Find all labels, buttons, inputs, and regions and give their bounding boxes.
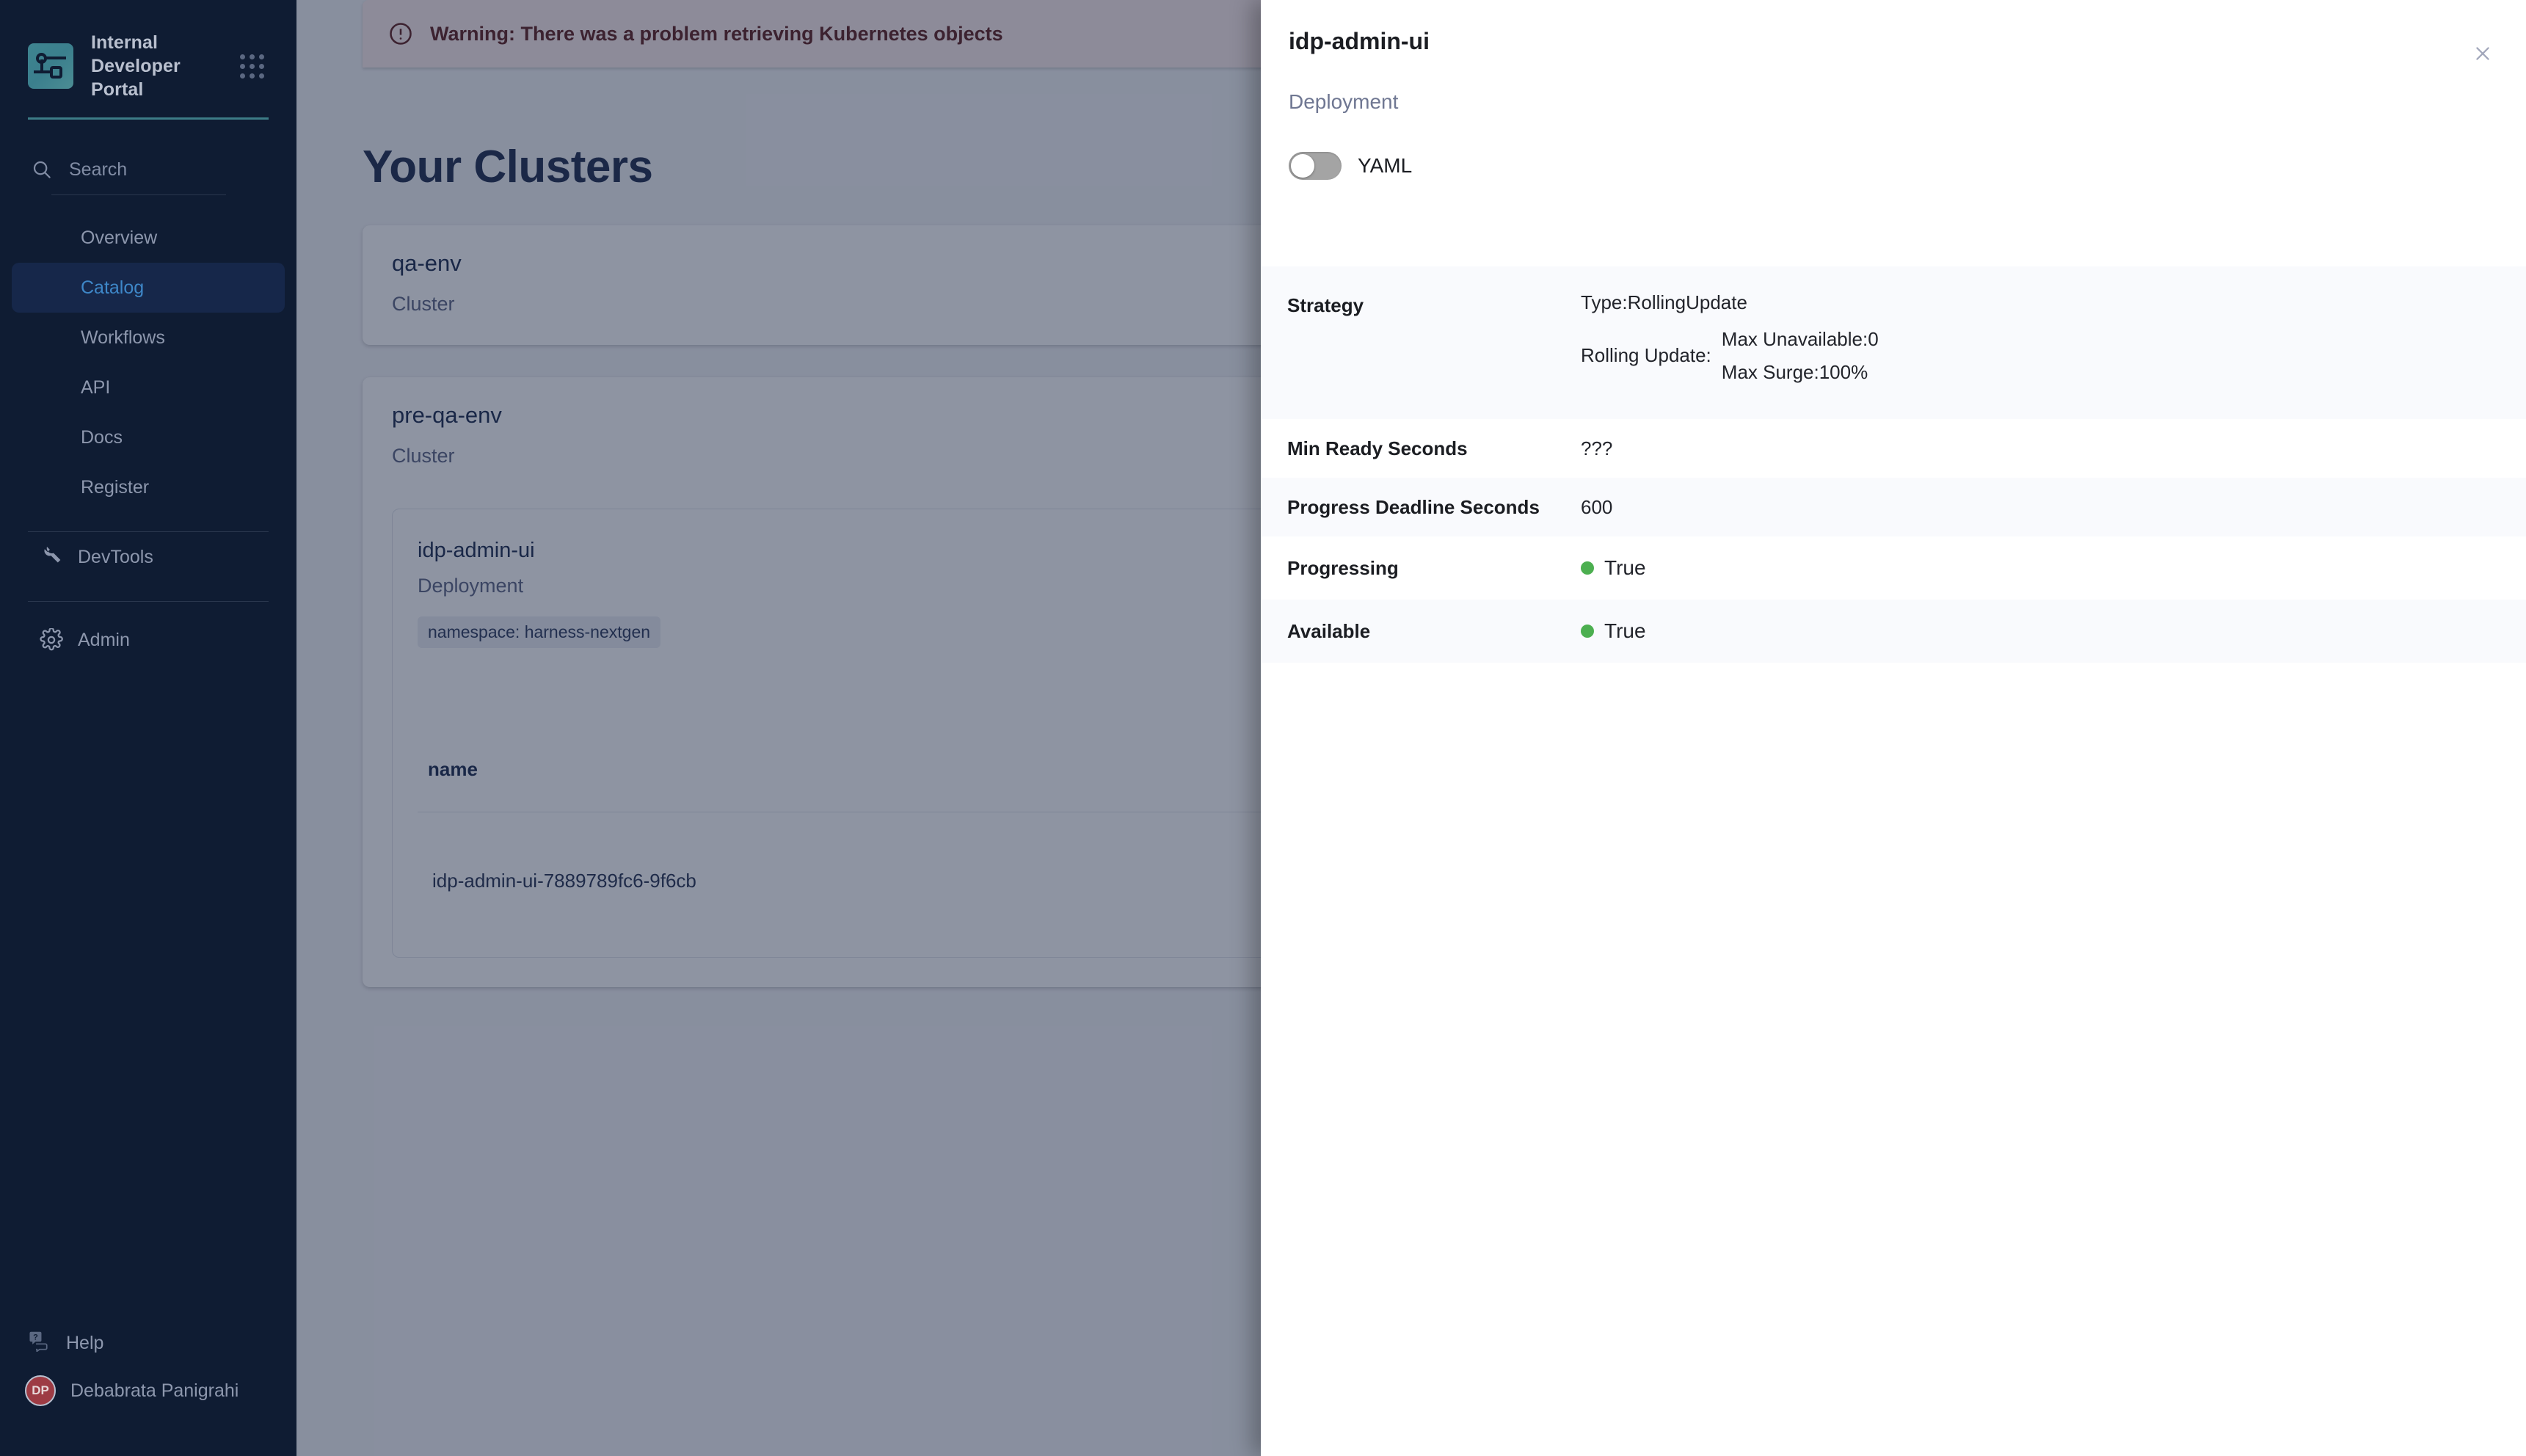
- sidebar-item-register[interactable]: Register: [12, 462, 285, 512]
- detail-value: ???: [1581, 437, 1613, 459]
- drawer-title: idp-admin-ui: [1289, 28, 1430, 54]
- sidebar-item-label: Catalog: [81, 277, 145, 298]
- rolling-update-key: Rolling Update:: [1581, 344, 1711, 367]
- status-dot-icon: [1581, 561, 1594, 575]
- warning-banner-text: Warning: There was a problem retrieving …: [430, 22, 1003, 45]
- yaml-toggle-label: YAML: [1358, 154, 1413, 177]
- search-placeholder: Search: [69, 159, 128, 180]
- rolling-update-max-unavailable: Max Unavailable:0: [1721, 328, 1879, 350]
- deployment-name: idp-admin-ui: [418, 539, 535, 562]
- sidebar-item-label: DevTools: [78, 546, 153, 567]
- sidebar-item-docs[interactable]: Docs: [12, 412, 285, 462]
- sidebar-divider: [28, 531, 269, 532]
- detail-label: Progress Deadline Seconds: [1287, 495, 1540, 518]
- help-chat-icon: ?: [28, 1330, 51, 1357]
- user-profile[interactable]: DP Debabrata Panigrahi: [0, 1365, 296, 1416]
- status-dot-icon: [1581, 625, 1594, 638]
- svg-text:?: ?: [33, 1333, 38, 1342]
- apps-grid-icon[interactable]: [240, 54, 264, 79]
- close-icon[interactable]: [2467, 38, 2498, 69]
- sidebar-item-api[interactable]: API: [12, 363, 285, 412]
- detail-row-progressing: Progressing True: [1261, 536, 2526, 600]
- sidebar-item-label: API: [81, 376, 111, 398]
- detail-value: True: [1579, 556, 2501, 580]
- sidebar-item-label: Workflows: [81, 327, 165, 348]
- cluster-name: pre-qa-env: [392, 402, 502, 428]
- sidebar-item-overview[interactable]: Overview: [12, 213, 285, 263]
- sidebar-item-label: Overview: [81, 227, 158, 248]
- sidebar-nav: Overview Catalog Workflows API Docs Regi…: [0, 213, 296, 512]
- deployment-kind: Deployment: [418, 575, 524, 597]
- sidebar-item-help[interactable]: ? Help: [0, 1321, 296, 1365]
- sidebar-item-label: Admin: [78, 629, 130, 650]
- rolling-update-max-surge: Max Surge:100%: [1721, 360, 1868, 383]
- sidebar-item-workflows[interactable]: Workflows: [12, 313, 285, 363]
- namespace-chip: namespace: harness-nextgen: [418, 616, 661, 648]
- search-input[interactable]: Search: [0, 152, 296, 187]
- sidebar-item-devtools[interactable]: DevTools: [12, 532, 285, 582]
- detail-drawer: idp-admin-ui Deployment YAML Strategy Ty…: [1261, 0, 2526, 1456]
- detail-value: 600: [1581, 495, 1613, 518]
- brand-title: Internal Developer Portal: [91, 32, 181, 100]
- brand-header: Internal Developer Portal: [0, 0, 296, 101]
- sidebar-item-admin[interactable]: Admin: [12, 615, 285, 665]
- sidebar-item-label: Help: [66, 1332, 104, 1353]
- detail-row-progress-deadline-seconds: Progress Deadline Seconds 600: [1261, 478, 2526, 536]
- sidebar-divider-2: [28, 601, 269, 602]
- detail-label: Min Ready Seconds: [1287, 437, 1468, 459]
- status-label: True: [1604, 556, 1646, 579]
- sidebar-item-label: Docs: [81, 426, 123, 448]
- detail-row-strategy: Strategy Type:RollingUpdate Rolling Upda…: [1261, 266, 2526, 419]
- sidebar: Internal Developer Portal Search Overvie…: [0, 0, 296, 1456]
- gear-icon: [40, 627, 63, 652]
- cluster-kind: Cluster: [392, 293, 455, 315]
- cell-pod-name: idp-admin-ui-7889789fc6-9f6cb: [432, 870, 696, 892]
- detail-label: Available: [1287, 619, 1371, 642]
- yaml-toggle-switch[interactable]: [1289, 152, 1342, 180]
- sidebar-footer: ? Help DP Debabrata Panigrahi: [0, 1321, 296, 1416]
- detail-label: Strategy: [1287, 294, 1364, 316]
- deployment-detail-list: Strategy Type:RollingUpdate Rolling Upda…: [1261, 266, 2526, 663]
- yaml-toggle[interactable]: YAML: [1289, 152, 2526, 180]
- avatar: DP: [25, 1375, 56, 1406]
- detail-value: True: [1579, 619, 2501, 643]
- alert-circle-icon: [387, 21, 414, 47]
- strategy-type: Type:RollingUpdate: [1581, 291, 1747, 313]
- cluster-name: qa-env: [392, 250, 462, 276]
- search-underline: [51, 194, 226, 195]
- status-label: True: [1604, 619, 1646, 642]
- user-name: Debabrata Panigrahi: [70, 1380, 239, 1401]
- cluster-kind: Cluster: [392, 445, 455, 467]
- drawer-subtitle: Deployment: [1289, 90, 1399, 113]
- search-icon: [31, 159, 53, 181]
- idp-logo-icon: [28, 43, 73, 89]
- sidebar-item-catalog[interactable]: Catalog: [12, 263, 285, 313]
- detail-label: Progressing: [1287, 556, 1399, 579]
- drawer-header: idp-admin-ui: [1261, 0, 2526, 60]
- detail-row-min-ready-seconds: Min Ready Seconds ???: [1261, 419, 2526, 478]
- detail-row-available: Available True: [1261, 600, 2526, 663]
- wrench-icon: [40, 545, 63, 569]
- brand-underline: [28, 117, 269, 120]
- page-title: Your Clusters: [363, 142, 653, 192]
- sidebar-item-label: Register: [81, 476, 150, 498]
- detail-value: Type:RollingUpdate Rolling Update: Max U…: [1579, 291, 2501, 389]
